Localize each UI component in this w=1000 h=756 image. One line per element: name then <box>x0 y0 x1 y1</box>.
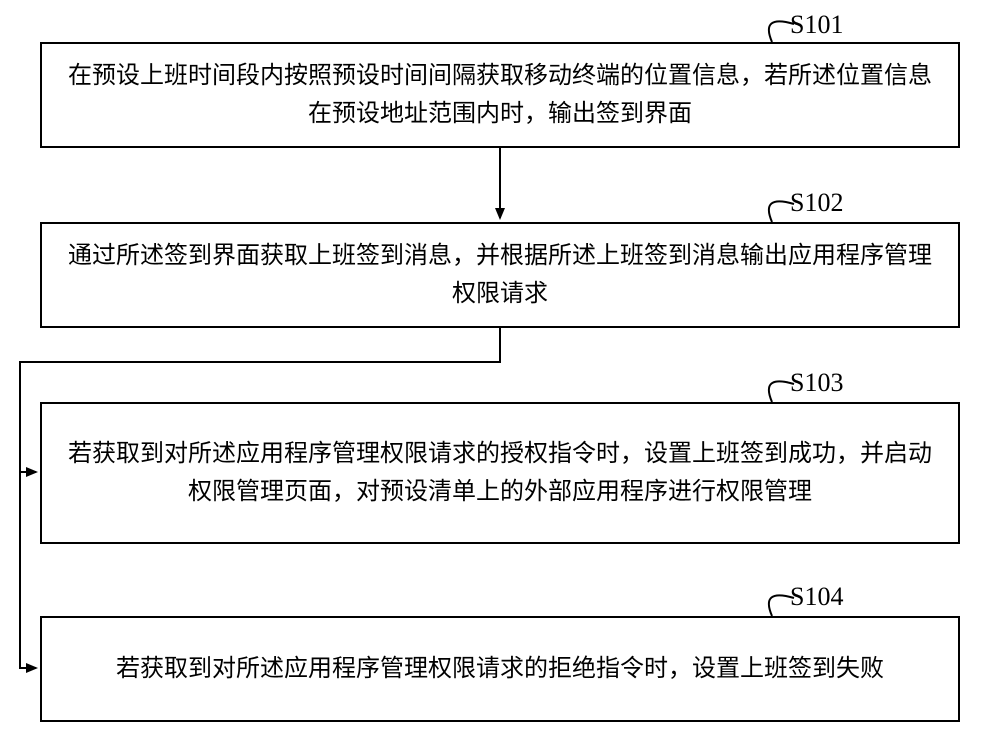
step-s104-text: 若获取到对所述应用程序管理权限请求的拒绝指令时，设置上班签到失败 <box>116 650 884 688</box>
step-s102-box: 通过所述签到界面获取上班签到消息，并根据所述上班签到消息输出应用程序管理权限请求 <box>40 222 960 328</box>
step-s101-box: 在预设上班时间段内按照预设时间间隔获取移动终端的位置信息，若所述位置信息在预设地… <box>40 42 960 148</box>
step-s103-label: S103 <box>790 368 843 398</box>
step-s102-label: S102 <box>790 188 843 218</box>
step-s102-text: 通过所述签到界面获取上班签到消息，并根据所述上班签到消息输出应用程序管理权限请求 <box>62 237 938 314</box>
step-s101-label: S101 <box>790 10 843 40</box>
step-s104-label: S104 <box>790 582 843 612</box>
step-s103-text: 若获取到对所述应用程序管理权限请求的授权指令时，设置上班签到成功，并启动权限管理… <box>62 435 938 512</box>
step-s101-text: 在预设上班时间段内按照预设时间间隔获取移动终端的位置信息，若所述位置信息在预设地… <box>62 57 938 134</box>
step-s104-box: 若获取到对所述应用程序管理权限请求的拒绝指令时，设置上班签到失败 <box>40 616 960 722</box>
flowchart-canvas: 在预设上班时间段内按照预设时间间隔获取移动终端的位置信息，若所述位置信息在预设地… <box>0 0 1000 756</box>
edge-s103-s104 <box>20 472 36 668</box>
step-s103-box: 若获取到对所述应用程序管理权限请求的授权指令时，设置上班签到成功，并启动权限管理… <box>40 402 960 544</box>
